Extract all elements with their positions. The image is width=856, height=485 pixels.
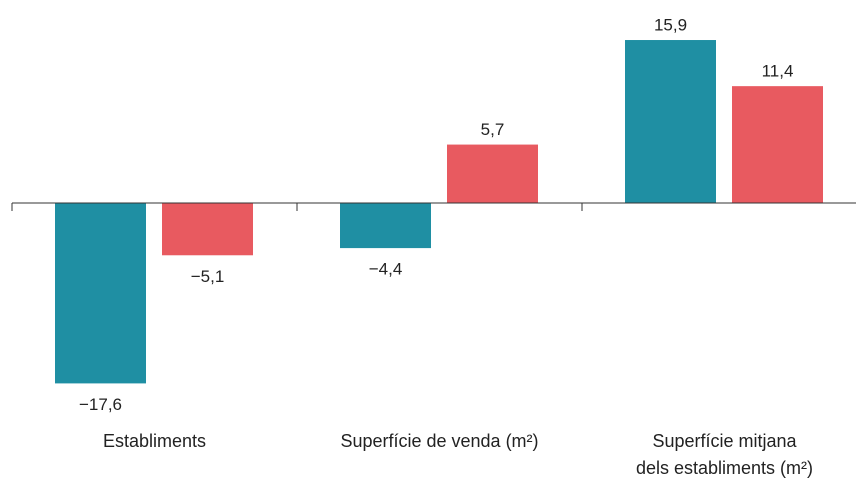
- x-tick-label: Establiments: [102, 431, 207, 451]
- bar: [447, 144, 538, 203]
- bar: [625, 40, 716, 204]
- value-label: 11,4: [762, 62, 794, 81]
- bar: [55, 203, 146, 384]
- value-label: −5,1: [191, 267, 225, 286]
- value-label: −4,4: [369, 260, 403, 279]
- x-tick-label: Superfície mitjana dels establiments (m²…: [635, 431, 814, 478]
- value-label: −17,6: [79, 395, 122, 414]
- value-label: 5,7: [481, 120, 505, 139]
- bar: [340, 203, 431, 249]
- x-tick-label: Superfície de venda (m²): [340, 431, 539, 451]
- bar: [732, 86, 823, 203]
- bar: [162, 203, 253, 256]
- value-label: 15,9: [654, 16, 687, 35]
